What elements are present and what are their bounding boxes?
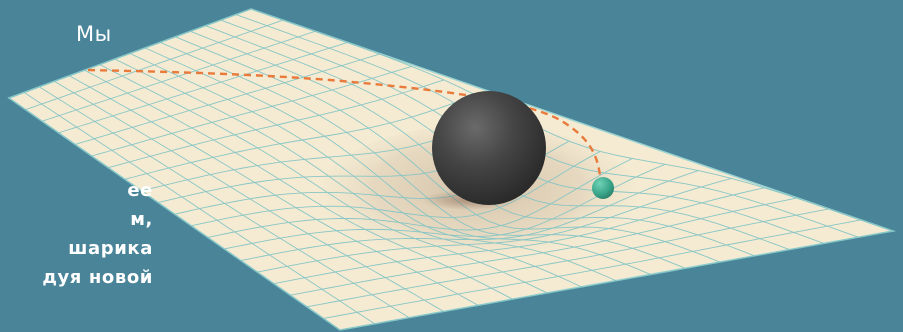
grid-line bbox=[84, 69, 514, 300]
grid-line bbox=[99, 64, 548, 294]
grid-line bbox=[129, 53, 617, 282]
grid-line bbox=[23, 92, 375, 325]
grid-line bbox=[54, 80, 444, 312]
massive-ball bbox=[432, 91, 546, 205]
grid-line bbox=[144, 47, 652, 276]
grid-line bbox=[39, 86, 410, 319]
grid-line bbox=[250, 8, 894, 232]
small-ball bbox=[592, 177, 614, 199]
label-we: Мы bbox=[76, 22, 112, 46]
grid-line bbox=[69, 75, 479, 306]
trajectory-path bbox=[87, 68, 602, 177]
grid-line bbox=[8, 97, 341, 331]
grid-line bbox=[114, 58, 583, 288]
grid-lines bbox=[8, 8, 894, 331]
